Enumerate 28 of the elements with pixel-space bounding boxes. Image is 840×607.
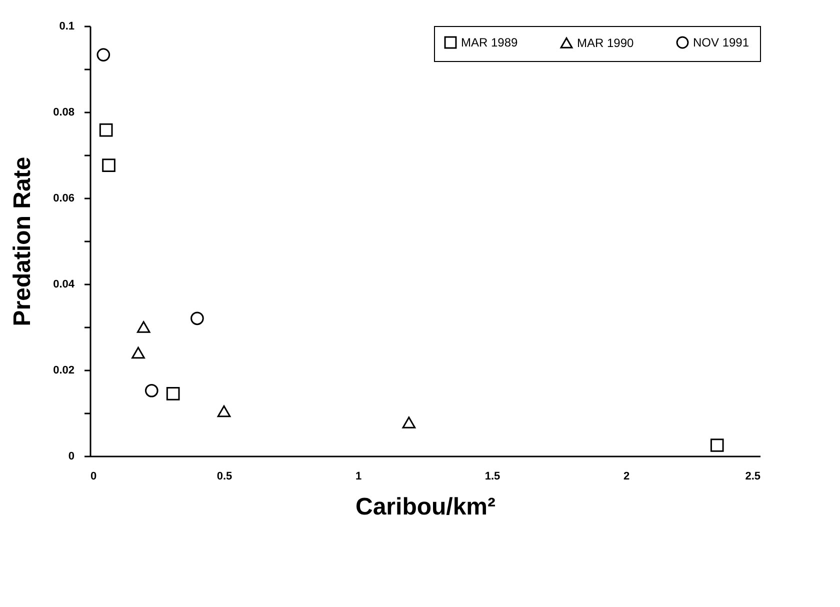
x-tick-label: 0: [90, 470, 97, 482]
x-tick-label: 1.5: [484, 470, 500, 482]
y-tick-label: 0: [68, 450, 74, 462]
point: [102, 158, 116, 172]
x-axis-title: Caribou/km²: [355, 494, 496, 520]
x-tick-label: 2.5: [745, 470, 760, 482]
y-axis-title: Predation Rate: [9, 156, 36, 326]
point: [710, 438, 724, 452]
point: [402, 416, 416, 428]
y-tick-label: 0.1: [59, 20, 74, 32]
x-tick-label: 1: [355, 470, 362, 482]
y-tick-label: 0.04: [53, 278, 76, 290]
legend-label: MAR 1990: [577, 36, 634, 50]
x-tick-label: 0.5: [216, 470, 232, 482]
y-tick-label: 0.08: [53, 106, 74, 118]
point: [132, 346, 145, 359]
y-tick-label: 0.06: [53, 192, 74, 204]
point: [217, 405, 231, 418]
legend-label: NOV 1991: [693, 36, 750, 50]
point: [96, 48, 110, 62]
point: [144, 384, 158, 398]
y-tick-label: 0.02: [53, 364, 74, 376]
point: [99, 123, 113, 137]
point: [190, 312, 204, 326]
legend-label: MAR 1989: [461, 36, 518, 50]
x-tick-label: 2: [623, 470, 630, 482]
point: [166, 386, 180, 400]
point: [136, 321, 150, 333]
